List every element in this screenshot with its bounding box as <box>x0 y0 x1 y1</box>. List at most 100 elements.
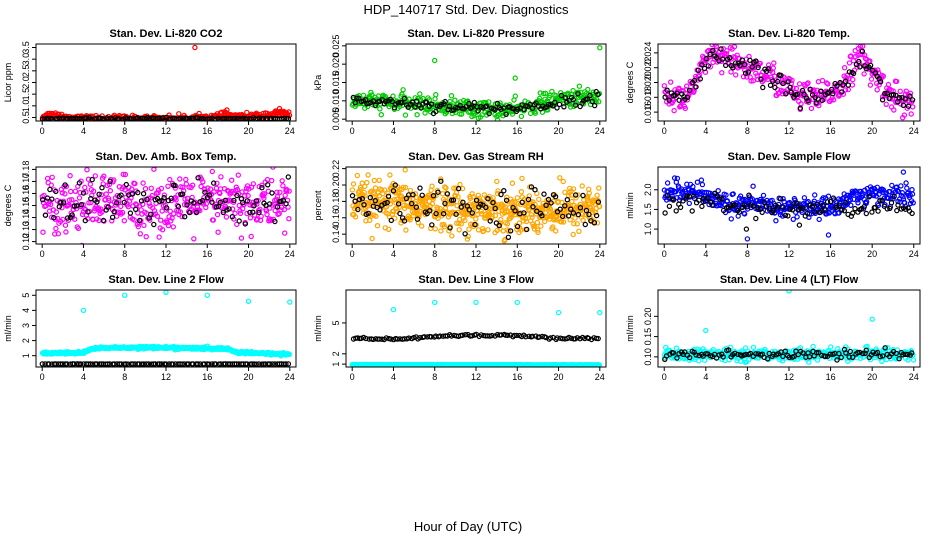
data-point <box>486 228 490 232</box>
x-tick-label: 20 <box>244 126 254 136</box>
x-tick-label: 4 <box>81 249 86 259</box>
data-point <box>729 217 733 221</box>
outlier-point <box>704 328 708 332</box>
data-point <box>795 215 799 219</box>
y-tick-label: 1.0 <box>21 100 31 113</box>
panel-title: Stan. Dev. Li-820 Temp. <box>728 28 850 40</box>
y-tick-label: 5 <box>21 293 31 298</box>
data-point <box>210 169 214 173</box>
data-point <box>142 223 146 227</box>
x-tick-label: 0 <box>40 372 45 382</box>
data-point <box>372 178 376 182</box>
data-point <box>420 224 424 228</box>
data-point <box>403 113 407 117</box>
outlier-point <box>288 300 292 304</box>
data-point <box>361 93 365 97</box>
points <box>40 162 291 253</box>
data-point <box>868 83 872 87</box>
data-point <box>224 215 228 219</box>
y-tick-label: 0.024 <box>643 42 653 65</box>
data-point <box>513 94 517 98</box>
outlier-point <box>556 311 560 315</box>
x-tick-label: 16 <box>512 126 522 136</box>
data-point <box>577 229 581 233</box>
data-point <box>444 186 448 190</box>
data-point <box>449 94 453 98</box>
data-point <box>366 173 370 177</box>
outlier-point <box>673 176 677 180</box>
data-point <box>403 168 407 172</box>
data-point <box>214 186 218 190</box>
x-tick-label: 0 <box>40 126 45 136</box>
x-tick-label: 12 <box>161 372 171 382</box>
data-point <box>813 193 817 197</box>
x-tick-label: 12 <box>784 249 794 259</box>
data-point <box>248 216 252 220</box>
data-point <box>46 176 50 180</box>
data-point <box>49 183 53 187</box>
data-point <box>774 219 778 223</box>
data-point <box>93 174 97 178</box>
data-point <box>63 223 67 227</box>
data-point <box>283 231 287 235</box>
points <box>350 46 602 123</box>
data-point <box>73 189 77 193</box>
data-point <box>238 211 242 215</box>
data-point <box>122 219 126 223</box>
data-point <box>54 226 58 230</box>
data-point <box>502 189 506 193</box>
x-tick-label: 0 <box>350 126 355 136</box>
data-point <box>286 175 290 179</box>
panel-title: Stan. Dev. Line 3 Flow <box>418 274 534 286</box>
data-point <box>530 248 534 252</box>
y-tick-label: 0.20 <box>331 176 341 194</box>
data-point <box>811 344 815 348</box>
y-tick-label: 0.14 <box>331 225 341 243</box>
data-point <box>168 178 172 182</box>
x-tick-label: 16 <box>826 249 836 259</box>
x-tick-label: 20 <box>244 372 254 382</box>
outlier-point <box>123 293 127 297</box>
y-axis-label: degrees C <box>625 61 635 103</box>
data-point <box>520 176 524 180</box>
data-point <box>68 174 72 178</box>
x-tick-label: 20 <box>867 249 877 259</box>
outlier-point <box>205 293 209 297</box>
data-point <box>809 106 813 110</box>
panel-title: Stan. Dev. Amb. Box Temp. <box>96 151 237 163</box>
x-tick-label: 24 <box>285 249 295 259</box>
x-tick-label: 4 <box>703 126 708 136</box>
series-0 <box>40 290 292 358</box>
x-tick-label: 8 <box>745 249 750 259</box>
y-tick-label: 1 <box>331 362 341 367</box>
data-point <box>239 236 243 240</box>
y-tick-label: 0.18 <box>21 161 31 179</box>
x-tick-label: 24 <box>595 372 605 382</box>
data-point <box>898 89 902 93</box>
data-point <box>772 61 776 65</box>
data-point <box>820 79 824 83</box>
data-point <box>50 175 54 179</box>
x-tick-label: 8 <box>122 249 127 259</box>
y-axis-label: degrees C <box>3 184 13 226</box>
data-point <box>88 182 92 186</box>
data-point <box>144 235 148 239</box>
data-point <box>563 190 567 194</box>
data-point <box>108 189 112 193</box>
data-point <box>375 224 379 228</box>
x-tick-label: 8 <box>432 372 437 382</box>
data-point <box>667 204 671 208</box>
points <box>662 289 915 365</box>
x-tick-label: 8 <box>122 126 127 136</box>
data-point <box>230 178 234 182</box>
x-tick-label: 24 <box>909 126 919 136</box>
data-point <box>157 235 161 239</box>
data-point <box>864 211 868 215</box>
x-tick-label: 4 <box>391 126 396 136</box>
outlier-point <box>433 300 437 304</box>
data-point <box>270 191 274 195</box>
data-point <box>539 224 543 228</box>
data-point <box>45 249 49 253</box>
x-tick-label: 20 <box>554 372 564 382</box>
